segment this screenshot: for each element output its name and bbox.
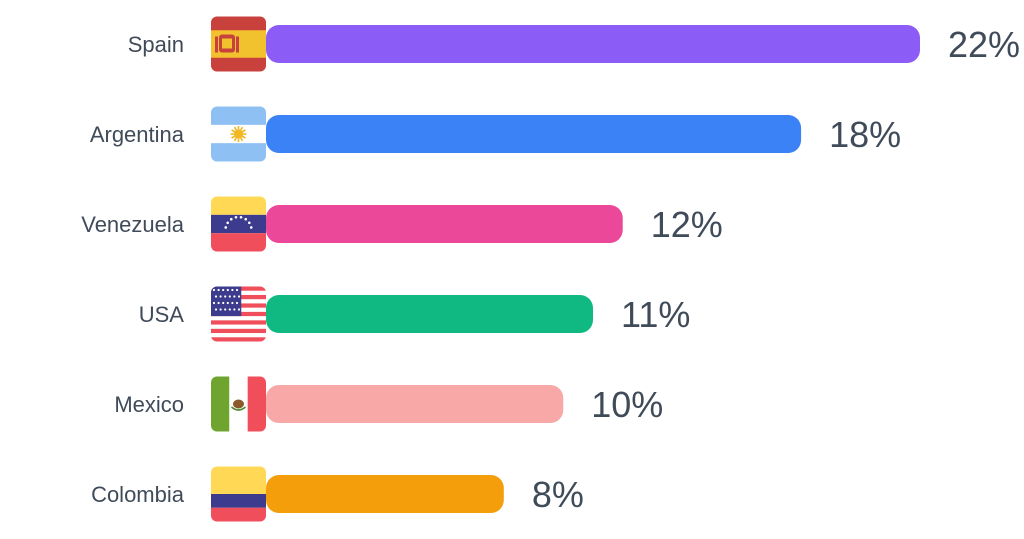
value-label: 22%: [948, 24, 1020, 65]
bar-spain: [266, 25, 920, 63]
bar-usa: [266, 295, 593, 333]
bar-mexico: [266, 385, 564, 423]
colombia-flag-icon: [211, 466, 266, 522]
category-label: Spain: [128, 32, 184, 57]
mexico-flag-icon: [211, 376, 266, 432]
category-label: USA: [139, 302, 185, 327]
bar-argentina: [266, 115, 802, 153]
bar-colombia: [266, 475, 504, 513]
category-label: Venezuela: [81, 212, 185, 237]
category-label: Argentina: [90, 122, 185, 147]
value-label: 11%: [621, 294, 690, 335]
value-label: 12%: [651, 204, 723, 245]
usa-flag-icon: [211, 286, 266, 342]
bar-venezuela: [266, 205, 623, 243]
argentina-flag-icon: [211, 106, 266, 162]
value-label: 10%: [591, 384, 663, 425]
category-label: Mexico: [114, 392, 184, 417]
value-label: 18%: [829, 114, 901, 155]
venezuela-flag-icon: [211, 196, 266, 252]
category-label: Colombia: [91, 482, 185, 507]
value-label: 8%: [532, 474, 584, 515]
spain-flag-icon: [211, 16, 266, 72]
